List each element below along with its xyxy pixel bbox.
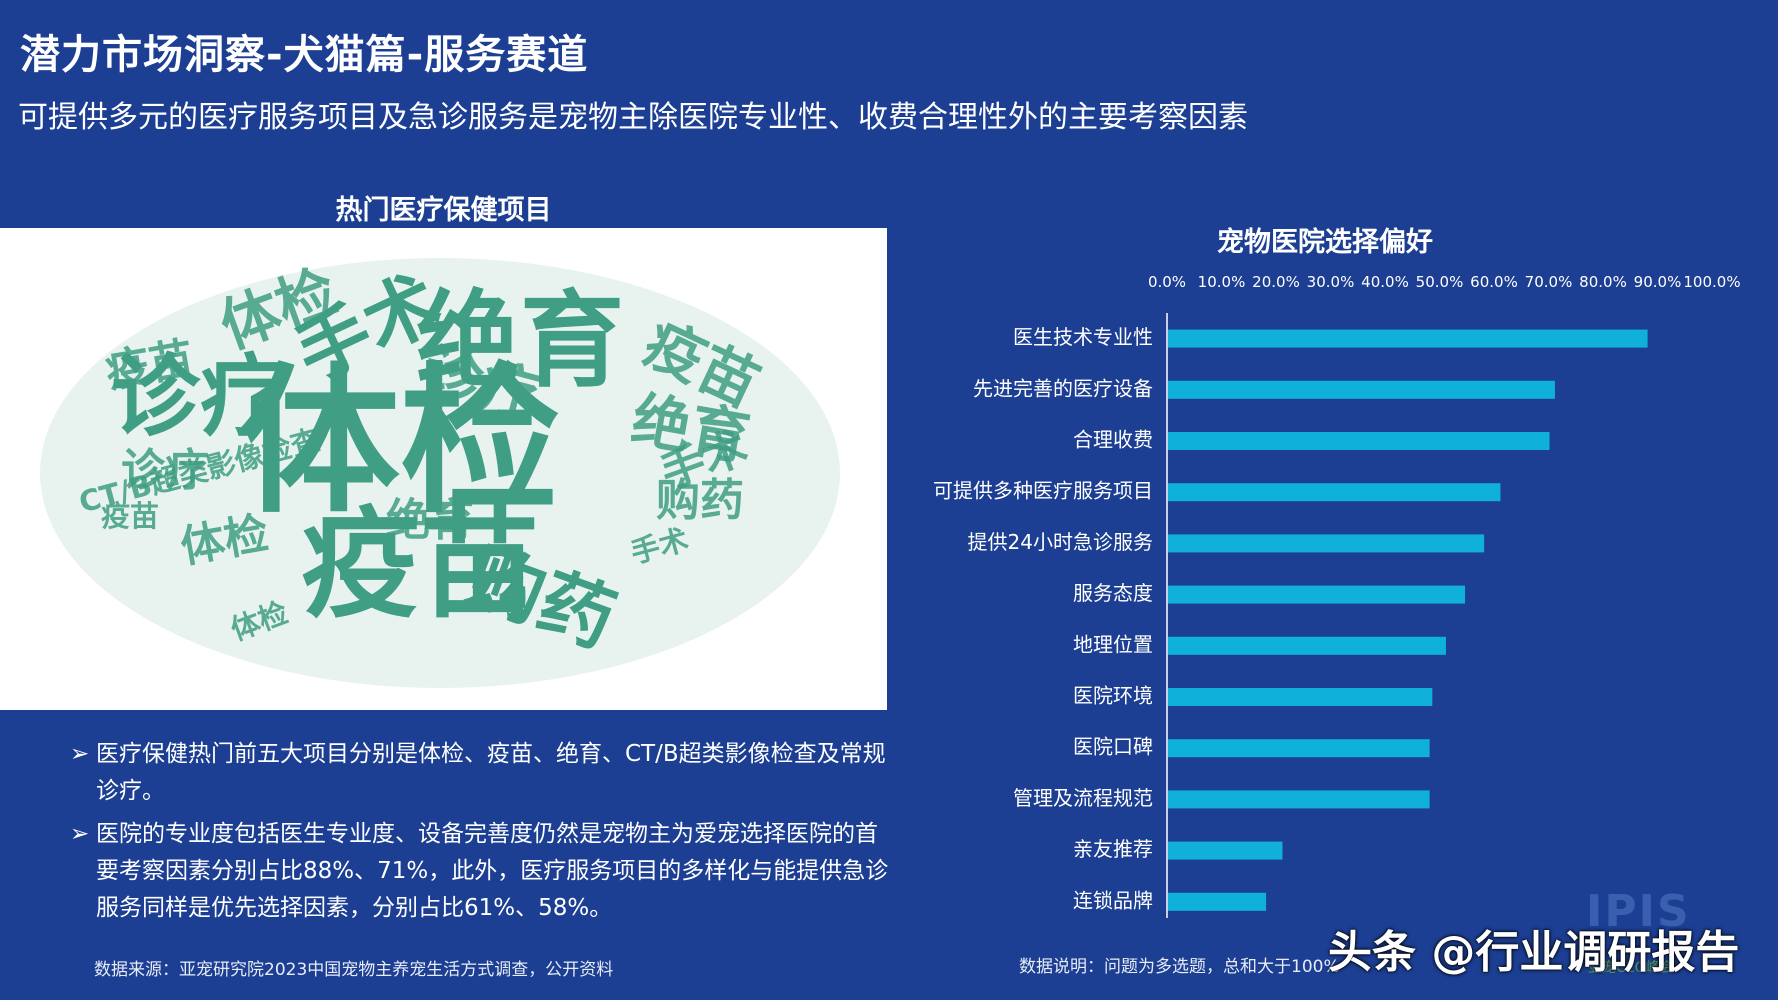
wordcloud-word: 诊疗 (121, 445, 209, 496)
bullet-arrow-icon: ➢ (70, 821, 90, 847)
category-label: 医生技术专业性 (1013, 325, 1153, 349)
category-label: 地理位置 (1073, 632, 1153, 656)
bar (1168, 585, 1466, 604)
bar (1168, 841, 1283, 860)
data-source: 数据来源：亚宠研究院2023中国宠物主养宠生活方式调查，公开资料 (94, 960, 614, 980)
wordcloud-word: 绝育 (416, 279, 624, 401)
x-tick-label: 30.0% (1307, 273, 1355, 291)
page-title: 潜力市场洞察-犬猫篇-服务赛道 (20, 32, 589, 78)
x-tick-label: 20.0% (1252, 273, 1300, 291)
wordcloud-word: 绝育 (386, 495, 474, 546)
wordcloud-title: 热门医疗保健项目 (335, 195, 552, 226)
wordcloud-word: 诊疗 (111, 344, 289, 448)
bar (1168, 636, 1446, 655)
x-tick-label: 80.0% (1579, 273, 1627, 291)
bar (1168, 790, 1430, 809)
category-label: 医院口碑 (1073, 735, 1153, 759)
category-label: 连锁品牌 (1073, 888, 1153, 912)
wordcloud-background (40, 258, 840, 688)
wordcloud-word: 体检 (240, 348, 560, 535)
wordcloud-word: 购药 (656, 475, 744, 526)
x-tick-label: 60.0% (1470, 273, 1518, 291)
x-tick-label: 50.0% (1416, 273, 1464, 291)
bar-chart: 0.0% 10.0% 20.0% 30.0% 40.0% 50.0% 60.0% 70.0% 8… (933, 273, 1741, 918)
x-tick-label: 10.0% (1198, 273, 1246, 291)
category-label: 合理收费 (1073, 428, 1153, 452)
bar (1168, 380, 1555, 399)
category-label: 亲友推荐 (1073, 837, 1153, 861)
category-label: 提供24小时急诊服务 (968, 530, 1153, 554)
bullet-text: 医疗保健热门前五大项目分别是体检、疫苗、绝育、CT/B超类影像检查及常规诊疗。 (96, 741, 886, 804)
x-tick-label: 40.0% (1361, 273, 1409, 291)
data-note: 数据说明：问题为多选题，总和大于100% (1019, 957, 1340, 977)
bar (1168, 534, 1485, 553)
bar (1168, 892, 1267, 911)
wordcloud-panel: 体检 疫苗 绝育 诊疗 手术 购药 体检 疫苗 绝育 诊疗 手术 疫苗 购药 体检 CT/B超类影像检查 绝育… (0, 228, 887, 710)
bullet-text: 医院的专业度包括医生专业度、设备完善度仍然是宠物主为爱宠选择医院的首要考察因素分… (96, 821, 889, 921)
bar (1168, 688, 1433, 706)
bar (1168, 432, 1550, 450)
bullet-list: ➢ 医疗保健热门前五大项目分别是体检、疫苗、绝育、CT/B超类影像检查及常规诊疗… (70, 736, 900, 933)
page-subtitle: 可提供多元的医疗服务项目及急诊服务是宠物主除医院专业性、收费合理性外的主要考察因… (18, 100, 1248, 135)
bullet-item: ➢ 医疗保健热门前五大项目分别是体检、疫苗、绝育、CT/B超类影像检查及常规诊疗… (70, 736, 900, 810)
bullet-item: ➢ 医院的专业度包括医生专业度、设备完善度仍然是宠物主为爱宠选择医院的首要考察因… (70, 816, 900, 927)
category-label: 先进完善的医疗设备 (973, 376, 1153, 400)
wordcloud-word: 疫苗 (301, 497, 539, 635)
x-tick-label: 100.0% (1683, 273, 1740, 291)
bar (1168, 329, 1648, 348)
x-tick-label: 70.0% (1525, 273, 1573, 291)
category-label: 医院环境 (1073, 684, 1153, 708)
category-label: 可提供多种医疗服务项目 (933, 479, 1153, 503)
x-tick-label: 0.0% (1148, 273, 1186, 291)
x-tick-label: 90.0% (1634, 273, 1682, 291)
category-label: 服务态度 (1073, 581, 1153, 605)
bar (1168, 739, 1430, 758)
bullet-arrow-icon: ➢ (70, 741, 90, 767)
bar (1168, 483, 1501, 502)
chart-title: 宠物医院选择偏好 (1217, 227, 1433, 258)
logo-subtitle: 亚宠CEO峰会 (1588, 960, 1674, 976)
ipis-logo: IPIS (1586, 886, 1691, 937)
category-label: 管理及流程规范 (1013, 786, 1153, 810)
watermark: 头条 @行业调研报告 (1328, 927, 1740, 978)
wordcloud-word: 疫苗 (101, 499, 159, 533)
